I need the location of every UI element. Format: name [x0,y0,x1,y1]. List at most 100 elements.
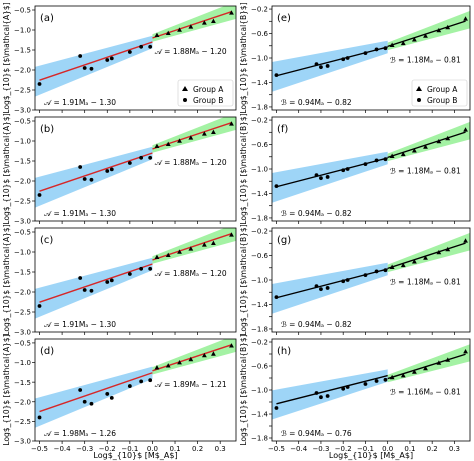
x-tick-label: 0.2 [192,445,203,453]
x-tick-label: 0.2 [427,445,438,453]
group-b-point [37,82,42,86]
group-a-point [400,262,406,268]
confidence-band-left [35,146,153,208]
group-b-point [325,286,330,290]
x-axis-label: Log$_{10}$ [M$_A$] [93,451,177,460]
confidence-band-right [152,339,236,375]
axes-frame [34,338,237,442]
y-tick-label: −0.6 [251,363,269,371]
group-a-point [400,151,406,157]
group-a-point [436,249,442,255]
group-a-point [423,365,428,371]
group-b-point [89,66,94,71]
fit-equation-left: ℬ = 0.94Mₐ − 0.76 [281,429,352,438]
x-tick-label: −0.2 [335,445,352,453]
group-b-point [148,44,153,49]
group-b-point [82,288,87,292]
group-b-point [109,395,114,400]
group-b-point [139,44,144,49]
x-tick-label: −0.4 [290,445,308,453]
group-b-point [109,278,114,283]
legend-label: Group B [193,96,223,105]
group-a-point [389,42,395,47]
group-a-point [188,356,194,362]
y-tick-label: −2.5 [14,309,31,317]
group-b-point [314,62,319,67]
x-tick-label: −0.3 [312,445,329,453]
y-tick-label: −2.5 [14,418,31,426]
fit-line-left [39,41,153,81]
group-b-point [383,268,388,273]
group-b-point [374,379,379,383]
group-a-point [389,153,395,158]
fit-line-right [152,344,232,372]
group-b-point [341,386,346,391]
fit-equation-right: ℬ = 1.16Mₐ − 0.81 [390,388,461,397]
group-b-point [341,168,346,173]
confidence-band-right [152,117,236,153]
panel-label: (g) [277,235,291,246]
group-a-point [201,131,207,136]
group-b-point [148,266,153,271]
y-tick-label: −1.8 [251,104,268,112]
y-axis-label: Log$_{10}$ [$\mathcal{B}$] [239,334,248,445]
y-tick-label: −1.0 [251,55,268,63]
y-tick-label: −1.0 [251,387,268,395]
fit-equation-left: 𝒜 = 1.91Mₐ − 1.30 [44,98,116,107]
y-tick-label: −0.2 [251,339,268,347]
group-b-point [341,57,346,62]
fit-equation-right: 𝒜 = 1.88Mₐ − 1.20 [155,158,227,167]
panel-label: (h) [277,346,291,357]
confidence-band-left [35,35,153,97]
group-a-point [154,32,160,37]
group-a-point [411,148,417,153]
group-b-point [363,273,368,278]
y-tick-label: −0.5 [14,340,31,348]
y-axis-label: Log$_{10}$ [$\mathcal{A}$] [2,224,11,335]
y-tick-label: −2.0 [14,67,31,75]
group-b-point [274,295,279,300]
fit-line-left [276,157,388,188]
x-tick-label: −0.2 [99,445,116,453]
confidence-band-right [387,121,470,162]
group-a-point [188,135,194,140]
fit-equation-left: 𝒜 = 1.98Mₐ − 1.26 [44,429,116,438]
group-a-point [389,374,395,380]
y-tick-label: −0.5 [14,118,31,126]
group-b-point [105,169,110,173]
group-b-point [325,64,330,68]
y-tick-label: −3.0 [14,438,31,446]
group-b-point [345,385,350,389]
group-b-point [109,167,114,172]
group-b-point [325,175,330,179]
y-axis-label: Log$_{10}$ [$\mathcal{A}$] [2,2,11,113]
legend-circle-marker [417,98,421,102]
y-tick-label: −1.5 [14,269,31,277]
y-tick-label: −0.6 [251,252,269,260]
y-axis-label: Log$_{10}$ [$\mathcal{A}$] [2,334,11,445]
group-a-point [400,40,406,46]
group-b-point [325,394,330,398]
y-tick-label: −1.5 [14,379,31,387]
group-a-point [188,246,194,251]
fit-equation-right: ℬ = 1.18Mₐ − 0.81 [390,55,461,64]
group-a-point [411,37,417,42]
legend-label: Group A [427,85,458,94]
group-b-point [345,167,350,171]
group-b-point [374,269,379,274]
x-tick-label: 0.0 [147,445,158,453]
legend-box [177,79,234,107]
fit-equation-left: 𝒜 = 1.91Mₐ − 1.30 [44,209,116,218]
y-tick-label: −1.8 [251,326,268,334]
y-tick-label: −3.0 [14,329,31,337]
confidence-band-right [387,10,470,51]
group-a-point [177,359,182,365]
y-tick-label: −1.0 [251,277,268,285]
legend-triangle-marker [416,86,422,91]
y-tick-label: −1.0 [251,166,268,174]
group-a-point [154,143,160,148]
group-a-point [229,10,234,15]
